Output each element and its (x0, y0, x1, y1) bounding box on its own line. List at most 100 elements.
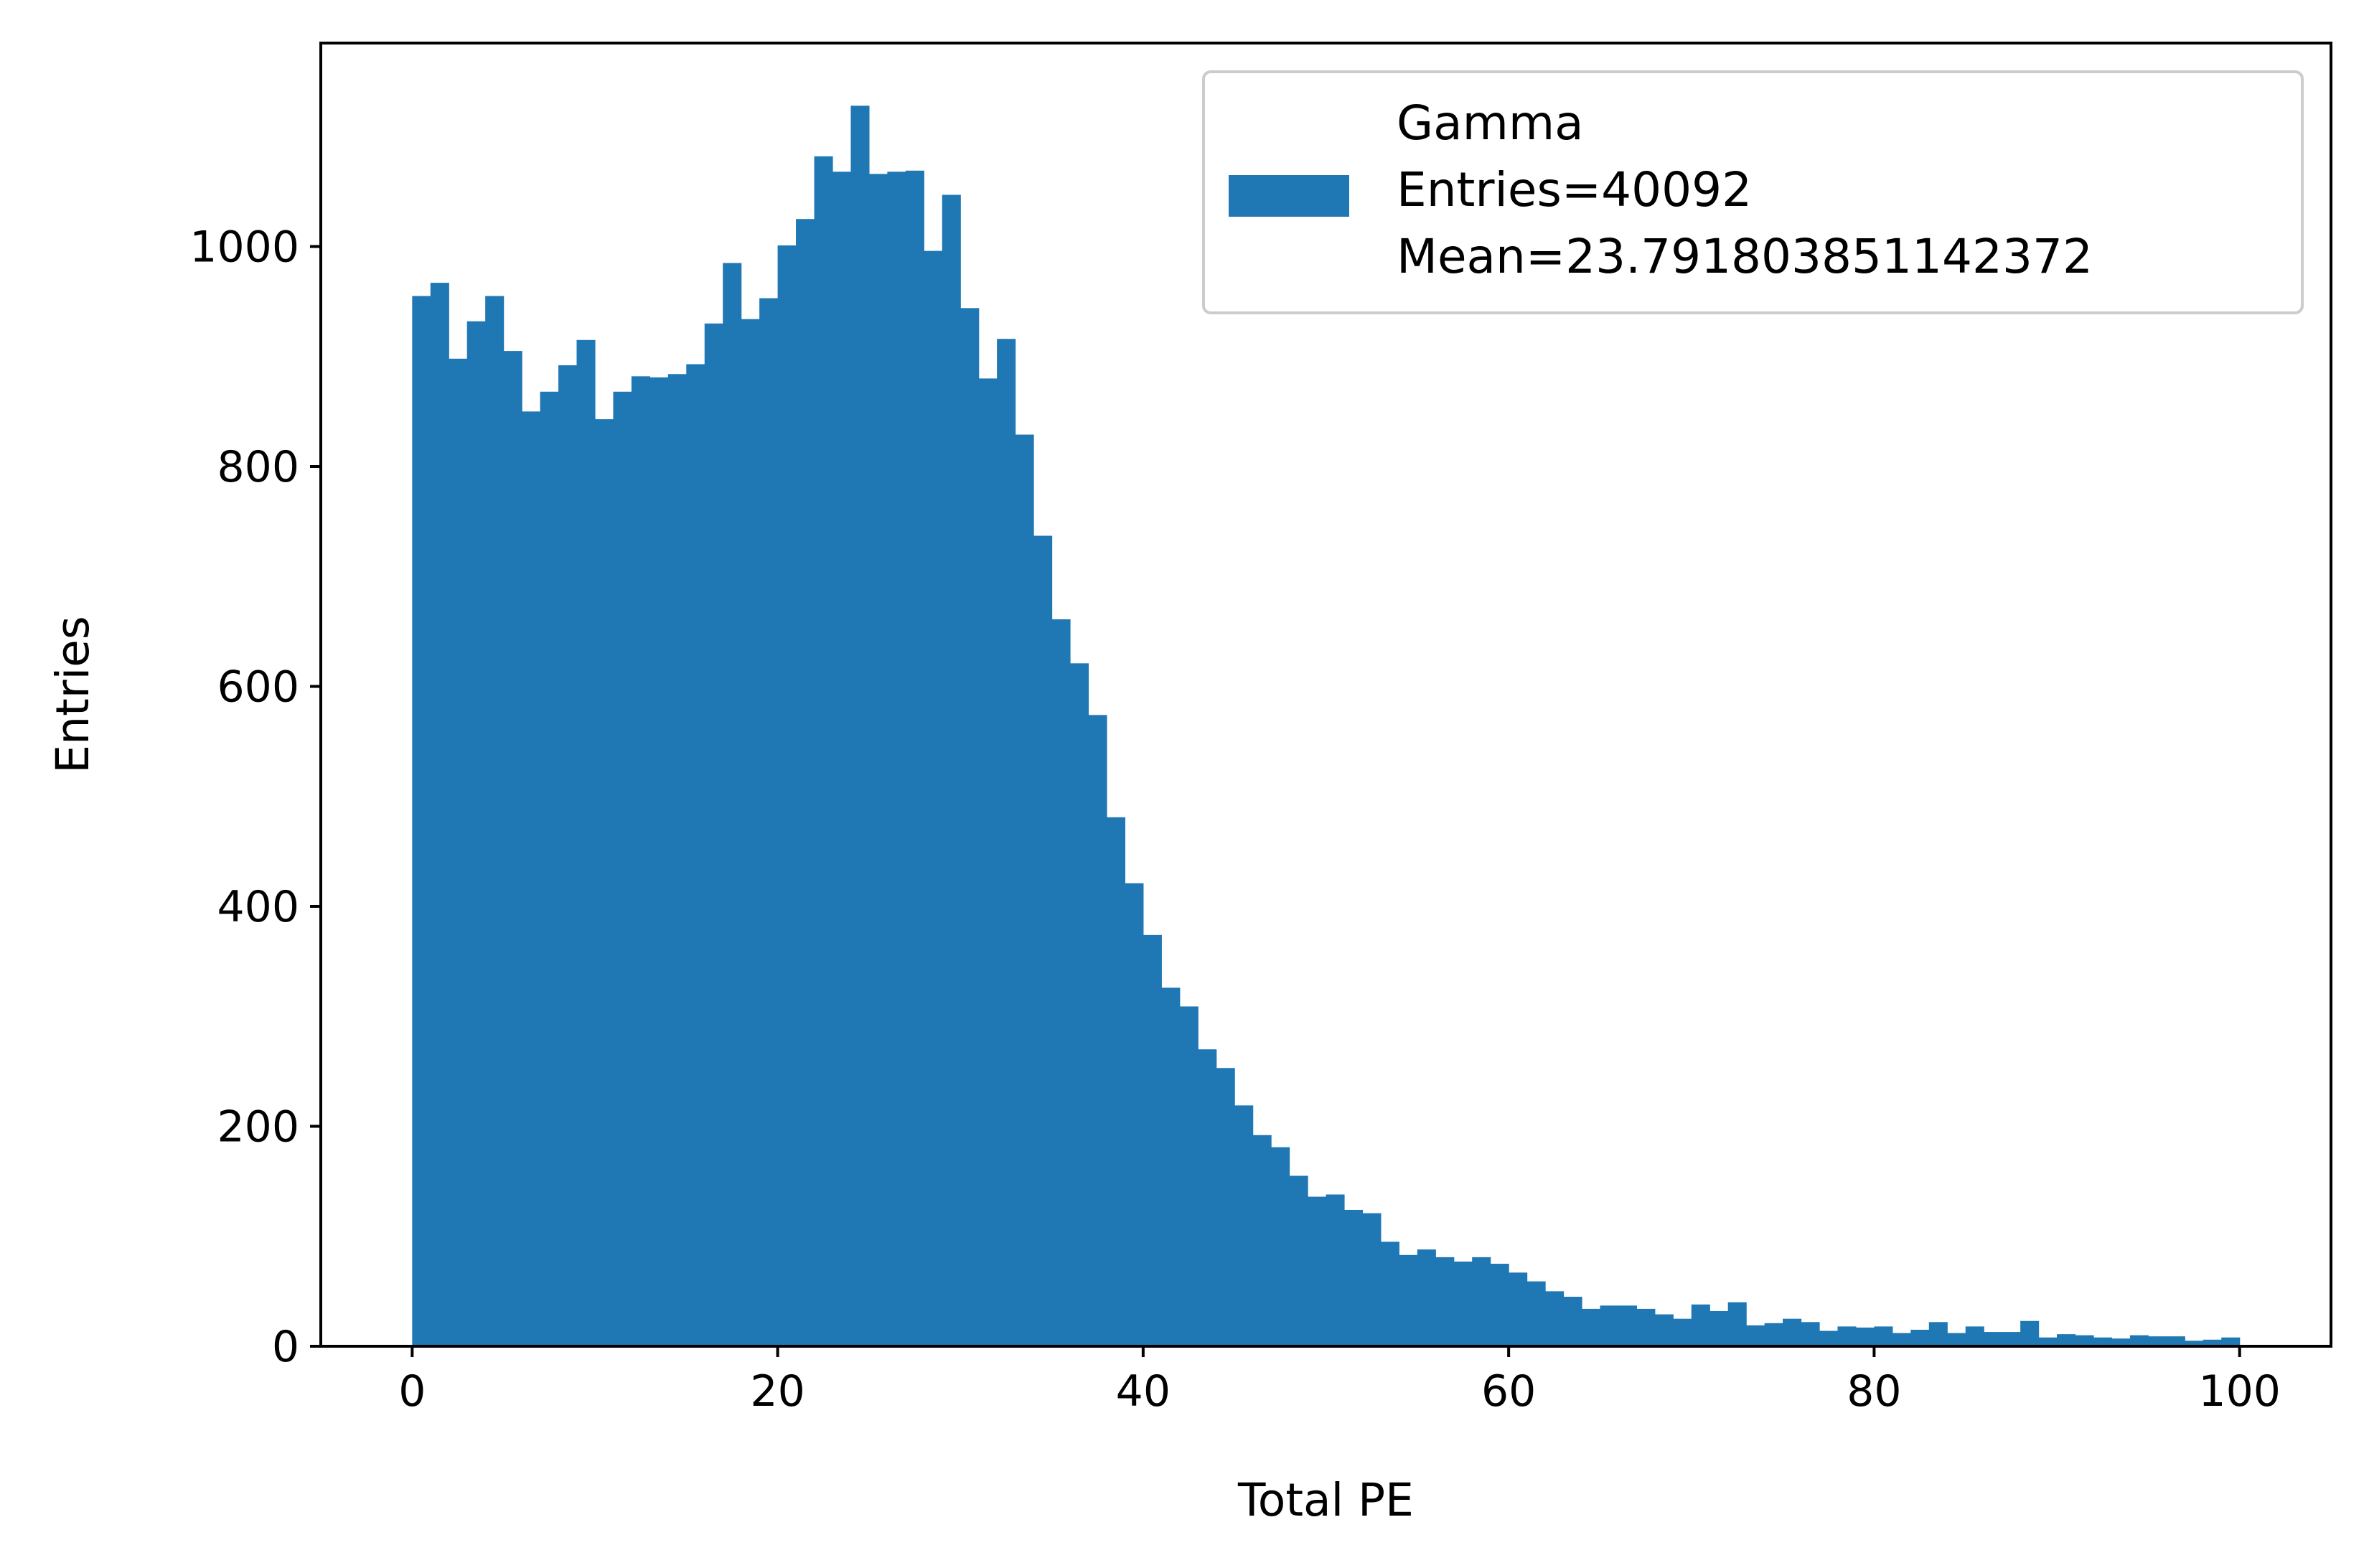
histogram-bar (1965, 1326, 1984, 1346)
histogram-bar (667, 374, 687, 1346)
histogram-bar (2221, 1337, 2241, 1346)
histogram-bar (1289, 1175, 1308, 1346)
histogram-bars (412, 105, 2241, 1347)
histogram-bar (868, 174, 888, 1347)
x-axis-ticks: 0 20 40 60 80 100 (398, 1346, 2281, 1417)
histogram-bar (1764, 1323, 1783, 1346)
y-tick-label: 1000 (189, 222, 299, 273)
histogram-bar (1709, 1310, 1729, 1346)
histogram-bar (1362, 1213, 1382, 1346)
histogram-bar (1947, 1333, 1966, 1346)
histogram-bar (1326, 1194, 1345, 1346)
histogram-bar (485, 296, 505, 1347)
histogram-bar (1636, 1308, 1656, 1346)
histogram-bar (1070, 663, 1089, 1346)
histogram-bar (960, 308, 980, 1346)
histogram-bar (704, 323, 723, 1347)
legend-series-name: Gamma (1397, 95, 1584, 151)
histogram-bar (2111, 1338, 2131, 1346)
x-axis-label: Total PE (1237, 1474, 1414, 1526)
histogram-bar (1746, 1325, 1765, 1346)
histogram-bar (1600, 1305, 1619, 1346)
histogram-bar (466, 321, 486, 1346)
histogram-bar (741, 319, 760, 1347)
histogram-bar (887, 172, 906, 1346)
y-tick-label: 800 (217, 442, 299, 492)
x-tick-label: 20 (750, 1366, 805, 1417)
histogram-bar (1399, 1254, 1418, 1346)
histogram-bar (1984, 1332, 2003, 1346)
histogram-bar (430, 283, 449, 1346)
histogram-bar (2185, 1341, 2204, 1346)
histogram-bar (1472, 1257, 1491, 1346)
histogram-bar (1928, 1322, 1948, 1346)
legend-swatch (1229, 175, 1349, 217)
histogram-bar (576, 339, 596, 1346)
histogram-bar (1563, 1297, 1582, 1346)
histogram-bar (1143, 934, 1162, 1346)
histogram-bar (2129, 1335, 2149, 1346)
y-tick-label: 400 (217, 882, 299, 932)
histogram-bar (1088, 715, 1107, 1346)
histogram-bar (1252, 1135, 1272, 1346)
histogram-bar (1490, 1264, 1509, 1346)
histogram-bar (1509, 1272, 1528, 1346)
y-tick-label: 200 (217, 1102, 299, 1152)
histogram-bar (2057, 1334, 2076, 1346)
histogram-bar (1417, 1249, 1436, 1346)
legend: Gamma Entries=40092 Mean=23.791803851142… (1202, 70, 2304, 314)
histogram-bar (1545, 1291, 1565, 1346)
histogram-bar (2002, 1332, 2021, 1346)
x-tick-label: 0 (398, 1366, 426, 1417)
histogram-bar (1819, 1330, 1839, 1346)
histogram-bar (2148, 1336, 2167, 1346)
y-tick-label: 600 (217, 662, 299, 713)
histogram-bar (1435, 1257, 1455, 1346)
histogram-bar (631, 376, 650, 1347)
histogram-bar (649, 377, 669, 1347)
histogram-bar (2166, 1336, 2185, 1346)
histogram-bar (2203, 1339, 2222, 1346)
histogram-bar (540, 391, 559, 1347)
histogram-bar (412, 296, 431, 1347)
histogram-bar (1801, 1322, 1820, 1346)
y-tick-label: 0 (272, 1322, 299, 1372)
histogram-bar (1874, 1326, 1893, 1346)
histogram-bar (1271, 1147, 1290, 1346)
histogram-bar (522, 411, 541, 1346)
histogram-bar (1855, 1327, 1875, 1346)
histogram-bar (978, 378, 998, 1346)
histogram-bar (1343, 1209, 1364, 1346)
legend-box (1202, 70, 2304, 314)
histogram-bar (1673, 1318, 1692, 1346)
histogram-bar (723, 263, 742, 1346)
histogram-bar (1691, 1304, 1710, 1346)
histogram-bar (796, 219, 815, 1347)
histogram-bar (1727, 1302, 1747, 1346)
histogram-bar (503, 351, 522, 1346)
histogram-bar (558, 365, 578, 1346)
histogram-bar (1198, 1049, 1217, 1346)
histogram-bar (686, 364, 705, 1346)
histogram-bar (1051, 619, 1071, 1346)
histogram-bar (924, 250, 943, 1346)
histogram-bar (1125, 883, 1144, 1346)
histogram-bar (1783, 1318, 1802, 1346)
histogram-bar (832, 172, 852, 1346)
histogram-bar (1106, 817, 1125, 1346)
y-axis-ticks: 0 200 400 600 800 1000 (189, 222, 321, 1372)
histogram-bar (1654, 1314, 1674, 1346)
histogram-bar (1837, 1326, 1857, 1346)
plot-frame (319, 42, 2332, 1348)
histogram-bar (1033, 535, 1053, 1346)
legend-entries-stat: Entries=40092 (1397, 162, 1752, 217)
histogram-bar (613, 391, 632, 1347)
histogram-bar (2038, 1337, 2058, 1346)
histogram-bar (2075, 1335, 2094, 1346)
x-tick-label: 60 (1481, 1366, 1536, 1417)
histogram-bar (594, 419, 614, 1347)
histogram-bar (1380, 1241, 1399, 1346)
histogram-bar (1581, 1308, 1601, 1346)
histogram-bar (2093, 1337, 2113, 1346)
